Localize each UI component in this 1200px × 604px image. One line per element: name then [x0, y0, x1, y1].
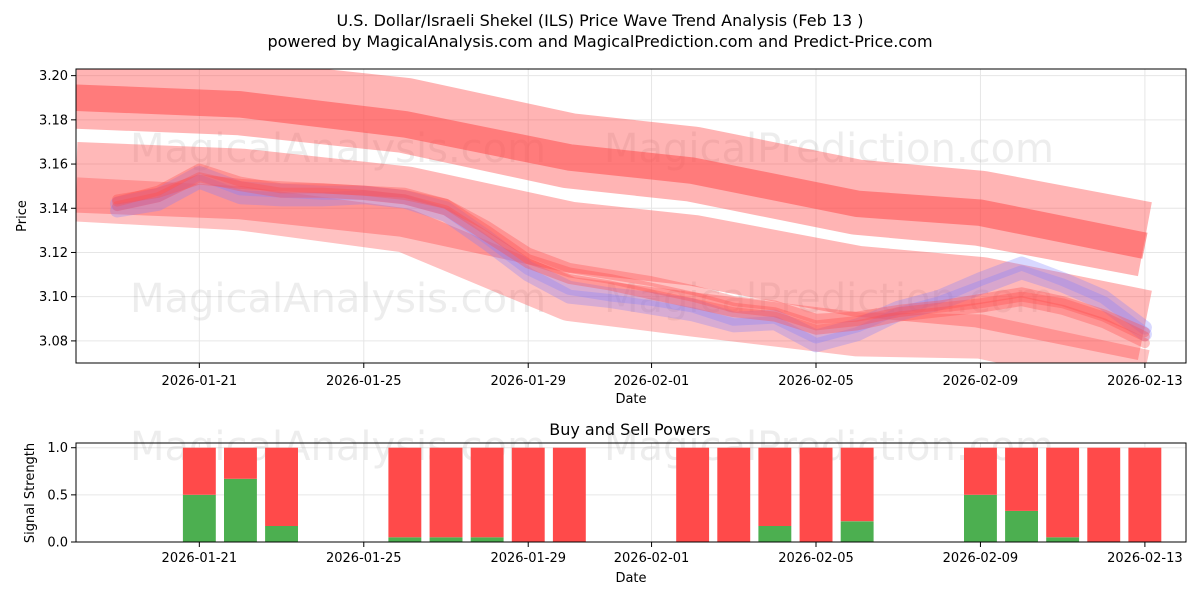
signal-y-tick-label: 0.5 [47, 488, 68, 503]
signal-x-tick-label: 2026-02-01 [614, 551, 690, 566]
sell-bar [224, 447, 257, 479]
price-wave-1-line [110, 165, 1152, 344]
sell-bar [1046, 447, 1080, 538]
sell-bar [552, 447, 586, 542]
price-panel: MagicalAnalysis.com MagicalPrediction.co… [15, 68, 1187, 407]
buy-bar [758, 526, 792, 542]
sell-bar [511, 447, 545, 542]
price-y-label: Price [15, 200, 30, 232]
price-wave-3-line [112, 163, 1150, 342]
price-wave-5-line [112, 174, 1150, 338]
buy-bar [224, 478, 257, 542]
sell-bar [388, 447, 422, 538]
signal-x-tick-label: 2026-01-29 [490, 551, 566, 566]
price-y-tick-label: 3.12 [39, 246, 68, 261]
price-waves [110, 163, 1152, 353]
buy-bar [470, 537, 504, 542]
buy-bar [1046, 537, 1080, 542]
price-x-axis: 2026-01-21 2026-01-25 2026-01-29 2026-02-01… [162, 363, 1183, 389]
signal-y-label: Signal Strength [23, 443, 38, 543]
signal-y-tick-label: 0.0 [47, 536, 68, 551]
signal-title: Buy and Sell Powers [549, 420, 711, 439]
signal-x-axis: 2026-01-21 2026-01-25 2026-01-29 2026-02-01… [162, 542, 1183, 566]
signal-x-label: Date [615, 571, 646, 586]
buy-bar [964, 494, 997, 542]
price-x-tick-label: 2026-02-05 [778, 374, 854, 389]
sell-bar [676, 447, 710, 542]
sell-bar [1087, 447, 1121, 542]
buy-bar [1005, 510, 1038, 542]
price-x-tick-label: 2026-02-01 [614, 374, 690, 389]
sell-bar [1005, 447, 1038, 511]
price-y-tick-label: 3.16 [39, 158, 68, 173]
price-y-tick-label: 3.10 [39, 290, 68, 305]
price-plot-frame [75, 68, 1187, 364]
price-wave-4-line [112, 172, 1150, 349]
price-grid [76, 69, 1186, 363]
buy-bar [265, 526, 298, 542]
chart-title: U.S. Dollar/Israeli Shekel (ILS) Price W… [336, 11, 863, 30]
signal-bars [182, 447, 1162, 542]
sell-bar [717, 447, 751, 542]
price-x-tick-label: 2026-02-13 [1107, 374, 1183, 389]
price-band-mid-outer [76, 141, 1152, 361]
price-x-label: Date [615, 392, 646, 407]
sell-bar [429, 447, 463, 538]
sell-bar [265, 447, 298, 526]
sell-bar [758, 447, 792, 526]
buy-bar [429, 537, 463, 542]
signal-y-tick-label: 1.0 [47, 441, 68, 456]
signal-plot-frame [75, 442, 1187, 543]
price-y-tick-label: 3.08 [39, 334, 68, 349]
sell-bar [840, 447, 874, 522]
signal-x-tick-label: 2026-02-13 [1107, 551, 1183, 566]
price-band-lower-outer [76, 177, 1150, 363]
signal-x-tick-label: 2026-02-05 [778, 551, 854, 566]
buy-bar [182, 494, 216, 542]
signal-y-axis: 0.0 0.5 1.0 [47, 441, 76, 551]
sell-bar [964, 447, 997, 495]
signal-panel: Buy and Sell Powers MagicalAnalysis.com … [23, 420, 1187, 586]
price-band-upper-core [76, 84, 1148, 259]
price-y-tick-label: 3.20 [39, 69, 68, 84]
price-x-tick-label: 2026-01-29 [490, 374, 566, 389]
price-y-tick-label: 3.18 [39, 113, 68, 128]
sell-bar [470, 447, 504, 538]
buy-bar [840, 521, 874, 542]
chart-subtitle: powered by MagicalAnalysis.com and Magic… [267, 32, 932, 51]
watermark-analysis-2: MagicalAnalysis.com [130, 276, 546, 322]
price-x-tick-label: 2026-01-21 [162, 374, 238, 389]
price-wave-2-line [110, 174, 1152, 353]
sell-bar [1128, 447, 1162, 542]
signal-x-tick-label: 2026-01-25 [326, 551, 402, 566]
sell-bar [799, 447, 833, 542]
buy-bar [388, 537, 422, 542]
price-x-tick-label: 2026-01-25 [326, 374, 402, 389]
sell-bar [182, 447, 216, 495]
price-y-tick-label: 3.14 [39, 202, 68, 217]
signal-x-tick-label: 2026-02-09 [943, 551, 1019, 566]
signal-x-tick-label: 2026-01-21 [162, 551, 238, 566]
price-x-tick-label: 2026-02-09 [943, 374, 1019, 389]
price-y-axis: 3.08 3.10 3.12 3.14 3.16 3.18 3.20 [39, 69, 76, 349]
watermark-prediction-2: MagicalPrediction.com [604, 276, 1054, 322]
price-bands [76, 69, 1152, 363]
